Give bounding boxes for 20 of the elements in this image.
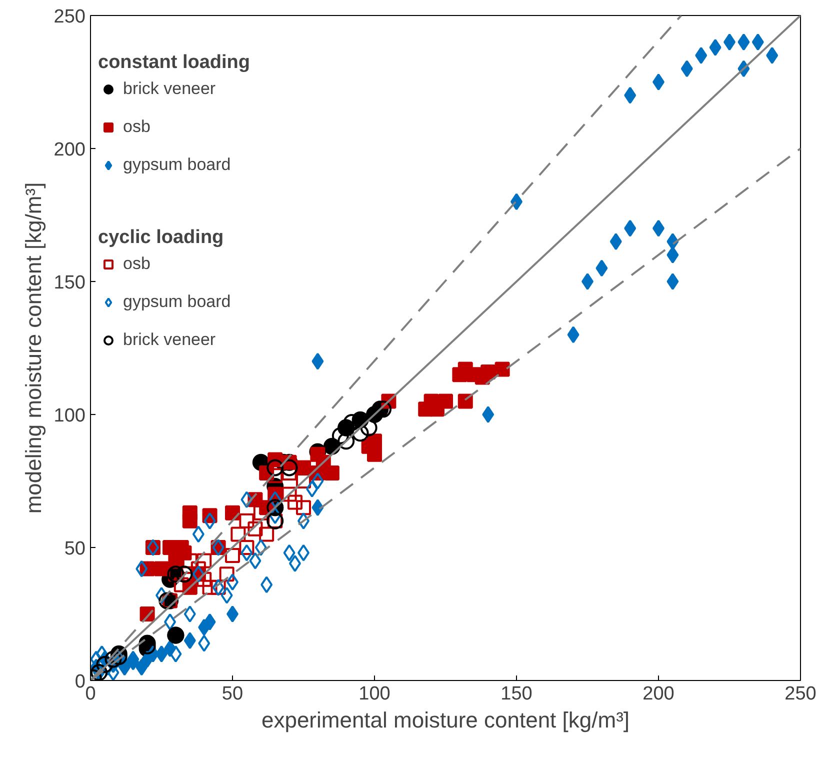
x-tick-label: 200 [642,684,674,704]
legend-label: osb [123,117,150,137]
y-tick-label: 150 [54,272,86,294]
text: cyclic loading [98,227,224,248]
x-tick-label: 50 [222,684,244,704]
legend-label: brick veneer [123,79,216,99]
x-tick-label: 250 [784,684,816,704]
y-tick-label: 200 [54,140,86,160]
text: constant loading [98,52,250,73]
y-axis-title: modeling moisture content [kg/m³] [20,182,46,514]
y-tick-label: 50 [64,538,86,560]
legend-label: gypsum board [123,292,231,312]
legend-label: gypsum board [123,155,231,175]
y-tick-label: 100 [54,406,86,426]
x-tick-label: 150 [500,684,532,704]
x-axis-title: experimental moisture content [kg/m³] [261,708,630,732]
legend-label: brick veneer [123,330,216,350]
x-tick-label: 100 [358,684,390,704]
legend-label: osb [123,254,150,274]
y-tick-label: 250 [54,6,86,28]
